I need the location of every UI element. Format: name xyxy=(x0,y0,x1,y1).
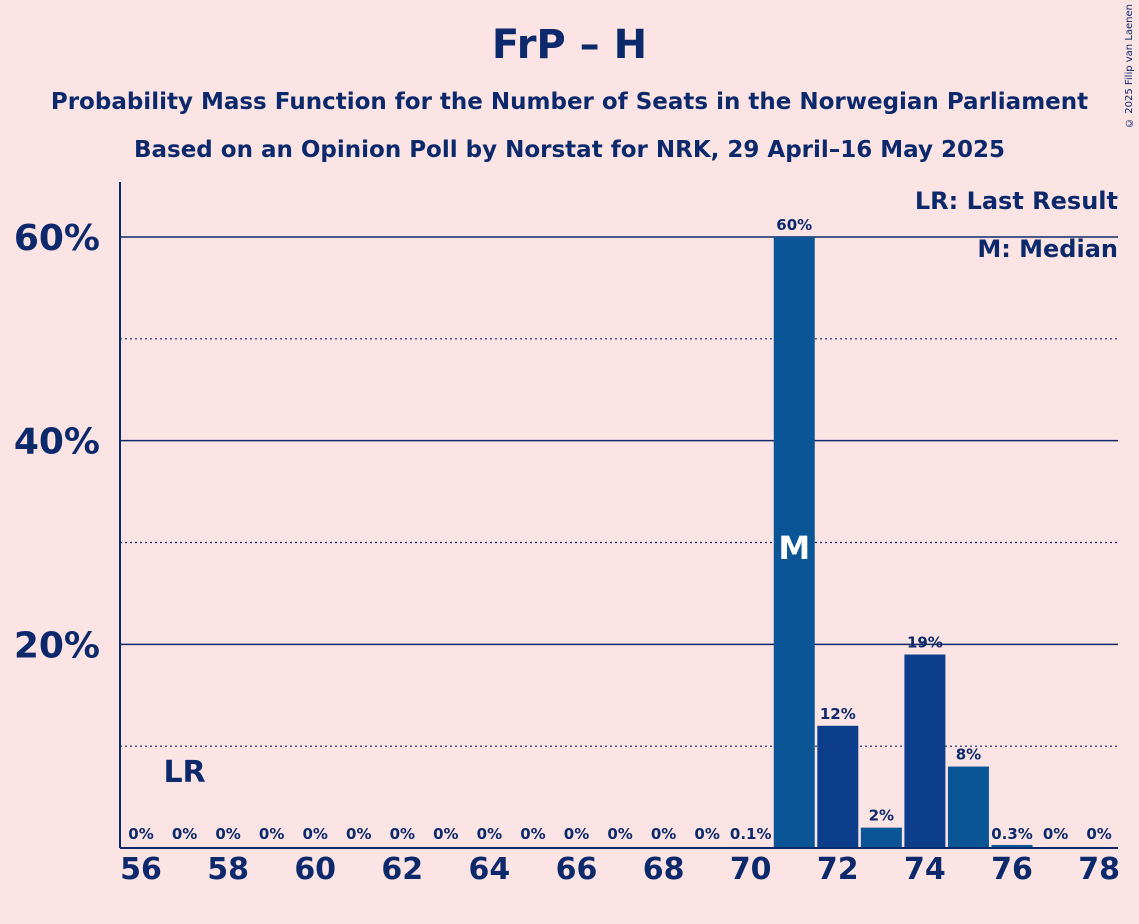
y-tick-label: 60% xyxy=(14,218,100,259)
data-label: 0% xyxy=(564,825,589,843)
data-label: 8% xyxy=(956,746,981,764)
x-tick-label: 72 xyxy=(817,852,859,887)
data-label: 2% xyxy=(869,807,894,825)
data-labels-group: 0% 0% 0% 0% 0% 0% 0% 0% 0% 0% 0% 0% 0% 0% 0.1% 60% 12% 2%… xyxy=(128,216,1112,843)
data-label: 0% xyxy=(215,825,240,843)
legend-last-result: LR: Last Result xyxy=(915,187,1118,215)
x-tick-label: 70 xyxy=(730,852,772,887)
data-label: 0% xyxy=(1086,825,1111,843)
x-tick-label: 76 xyxy=(991,852,1033,887)
bar-seat-72 xyxy=(817,725,859,848)
data-label: 0% xyxy=(520,825,545,843)
data-label: 0% xyxy=(302,825,327,843)
x-tick-label: 60 xyxy=(294,852,336,887)
x-tick-label: 64 xyxy=(469,852,511,887)
data-label: 60% xyxy=(776,216,812,234)
data-label: 12% xyxy=(820,705,856,723)
legend-median: M: Median xyxy=(977,235,1118,263)
chart-subtitle-source: Based on an Opinion Poll by Norstat for … xyxy=(133,137,1006,163)
data-label: 0% xyxy=(390,825,415,843)
last-result-marker: LR xyxy=(163,755,205,790)
grid-lines xyxy=(120,236,1118,747)
median-marker: M xyxy=(778,529,810,567)
data-label: 0% xyxy=(128,825,153,843)
bar-seat-71 xyxy=(773,237,815,848)
data-label: 0% xyxy=(259,825,284,843)
axes-group: 20% 40% 60% 56 58 60 62 64 66 68 70 72 74 76 78 xyxy=(14,182,1120,887)
data-label: 0.1% xyxy=(730,825,772,843)
x-tick-label: 56 xyxy=(120,852,162,887)
data-label: 0% xyxy=(477,825,502,843)
data-label: 0% xyxy=(694,825,719,843)
y-tick-label: 40% xyxy=(14,422,100,463)
x-tick-label: 68 xyxy=(643,852,685,887)
data-label: 0% xyxy=(651,825,676,843)
x-tick-label: 58 xyxy=(207,852,249,887)
chart-title: FrP – H xyxy=(491,22,648,68)
bar-seat-74 xyxy=(904,654,946,848)
bar-seat-75 xyxy=(947,766,989,848)
y-tick-label: 20% xyxy=(14,625,100,666)
data-label: 19% xyxy=(907,634,943,652)
bar-seat-76 xyxy=(991,844,1033,848)
bar-seat-73 xyxy=(860,827,902,848)
x-tick-label: 74 xyxy=(904,852,946,887)
x-tick-label: 62 xyxy=(381,852,423,887)
data-label: 0% xyxy=(1043,825,1068,843)
data-label: 0% xyxy=(607,825,632,843)
x-tick-label: 66 xyxy=(556,852,598,887)
data-label: 0% xyxy=(433,825,458,843)
chart-subtitle: Probability Mass Function for the Number… xyxy=(50,89,1089,115)
data-label: 0.3% xyxy=(991,825,1033,843)
x-tick-label: 78 xyxy=(1078,852,1120,887)
bars-group xyxy=(730,237,1033,848)
data-label: 0% xyxy=(346,825,371,843)
data-label: 0% xyxy=(172,825,197,843)
